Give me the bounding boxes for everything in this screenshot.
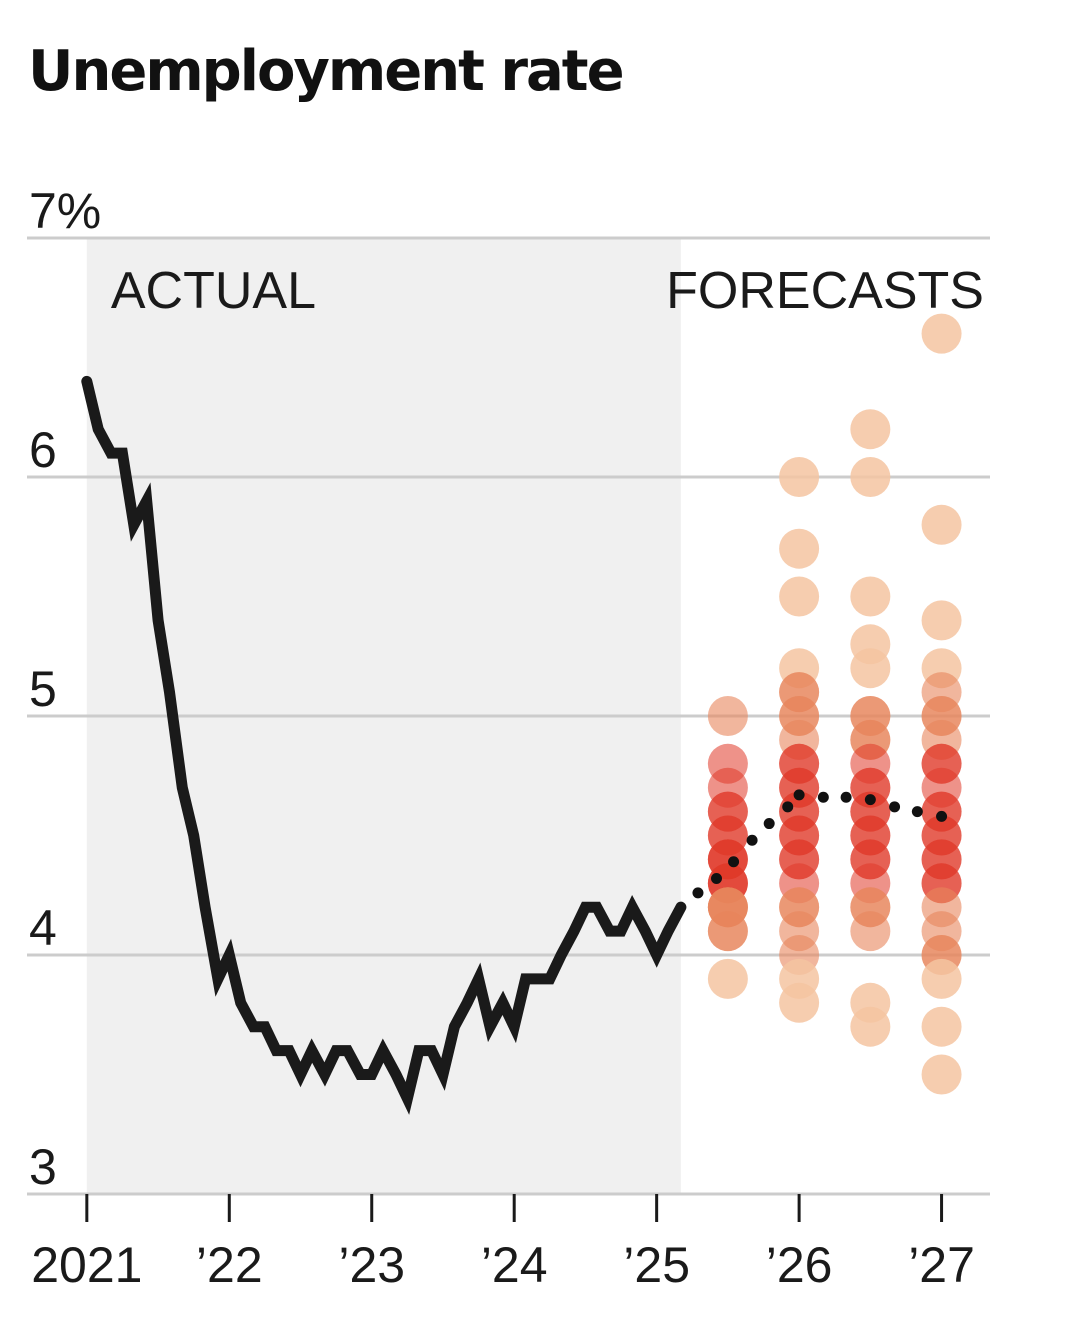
forecast-dot-2026-5-4 [850, 648, 891, 689]
forecast-median-layer [692, 789, 948, 899]
forecast-dot-2026-25 [779, 982, 820, 1023]
forecast-dot-2026-1 [779, 528, 820, 569]
x-axis: 2021 ’22 ’23 ’24 ’25 ’26 ’27 [27, 1192, 990, 1293]
forecast-dot-2027-25 [921, 1054, 962, 1095]
forecast-dot-2027-24 [921, 1006, 962, 1047]
forecast-dots-layer [707, 313, 962, 1095]
x-tick-label-2024: ’24 [481, 1237, 548, 1293]
median-dot-4 [763, 818, 775, 830]
median-dot-1 [710, 873, 722, 885]
x-tick-label-2027: ’27 [908, 1237, 975, 1293]
median-dot-5 [782, 801, 794, 813]
median-dot-9 [864, 794, 876, 806]
forecast-dot-2025-5-18 [707, 911, 748, 952]
actual-line-layer [81, 375, 687, 1115]
forecast-dot-2027-23 [921, 958, 962, 999]
y-tick-label-3: 3 [29, 1139, 57, 1195]
median-dot-10 [889, 801, 901, 813]
region-label-forecasts: FORECASTS [666, 262, 984, 320]
x-tick-label-2022: ’22 [196, 1237, 263, 1293]
x-tick-label-2021: 2021 [31, 1237, 142, 1293]
median-dot-8 [840, 791, 852, 803]
median-dot-12 [936, 810, 948, 822]
median-dot-6 [793, 789, 805, 801]
forecast-dot-2025-5-19 [707, 958, 748, 999]
median-dot-0 [692, 887, 704, 899]
forecast-dot-2026-5-2 [850, 576, 891, 617]
chart-title: Unemployment rate [28, 39, 625, 104]
y-tick-label-7: 7% [29, 183, 101, 239]
y-tick-label-4: 4 [29, 900, 57, 956]
y-tick-label-6: 6 [29, 422, 57, 478]
region-labels: ACTUAL FORECASTS [111, 262, 984, 320]
median-dot-3 [746, 834, 758, 846]
x-tick-label-2026: ’26 [766, 1237, 833, 1293]
median-dot-11 [911, 806, 923, 818]
forecast-dot-2026-5-0 [850, 409, 891, 450]
forecast-dot-2026-2 [779, 576, 820, 617]
forecast-dot-2027-2 [921, 600, 962, 641]
y-axis-ticks: 7% 6 5 4 3 [29, 183, 101, 1195]
forecast-dot-2027-0 [921, 313, 962, 354]
forecast-dot-2026-5-21 [850, 911, 891, 952]
actual-unemployment-line [81, 375, 687, 1115]
forecast-dot-2026-5-1 [850, 457, 891, 497]
x-tick-label-2025: ’25 [623, 1237, 690, 1293]
forecast-dot-2026-5-23 [850, 1006, 891, 1047]
median-dot-2 [728, 856, 740, 868]
forecast-dot-2025-5-0 [707, 696, 748, 736]
x-tick-label-2023: ’23 [338, 1237, 405, 1293]
region-label-actual: ACTUAL [111, 262, 316, 320]
forecast-dot-2026-0 [779, 457, 820, 497]
forecast-dot-2027-1 [921, 504, 962, 545]
y-tick-label-5: 5 [29, 661, 57, 717]
median-dot-7 [817, 791, 829, 803]
